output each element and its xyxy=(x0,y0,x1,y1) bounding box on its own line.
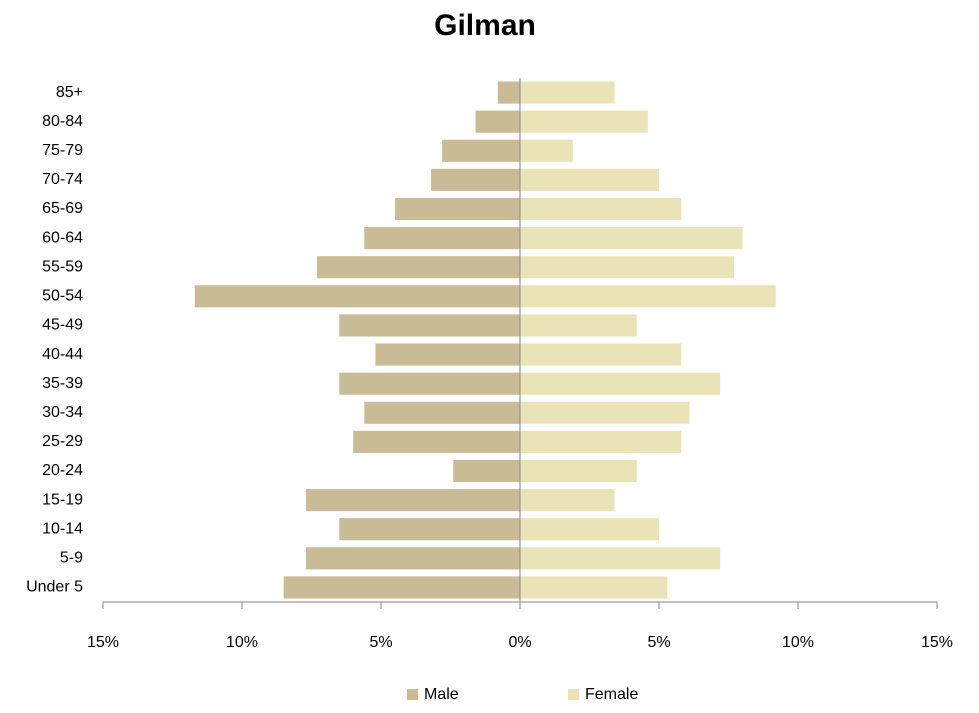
y-tick-label: 80-84 xyxy=(42,113,83,130)
y-tick-label: 75-79 xyxy=(42,142,83,159)
y-tick-label: 85+ xyxy=(56,84,83,101)
bar xyxy=(305,547,520,570)
y-tick-label: 40-44 xyxy=(42,346,83,363)
bar xyxy=(520,110,648,133)
bar xyxy=(317,256,520,279)
y-tick-label: 65-69 xyxy=(42,200,83,217)
bar xyxy=(520,430,682,453)
bar xyxy=(520,401,690,424)
bar xyxy=(305,489,520,512)
y-tick-label: 25-29 xyxy=(42,433,83,450)
bar xyxy=(453,459,520,483)
bar xyxy=(339,372,520,395)
bar xyxy=(520,547,721,570)
bar xyxy=(520,314,637,337)
bar xyxy=(520,197,682,221)
y-tick-label: 45-49 xyxy=(42,317,83,334)
x-tick-label: 15% xyxy=(921,634,953,651)
bar xyxy=(520,168,659,191)
y-tick-label: 35-39 xyxy=(42,375,83,392)
x-tick-label: 5% xyxy=(369,634,392,651)
bar xyxy=(520,256,735,279)
bar xyxy=(194,285,521,308)
bar xyxy=(497,81,520,104)
bar xyxy=(339,518,520,541)
x-tick-label: 15% xyxy=(87,634,119,651)
legend-label: Male xyxy=(424,686,459,703)
bar xyxy=(283,576,520,599)
bar xyxy=(475,110,520,133)
bar xyxy=(394,197,520,221)
bar xyxy=(339,314,520,337)
legend-label: Female xyxy=(585,686,638,703)
y-tick-label: 70-74 xyxy=(42,171,83,188)
bar xyxy=(520,139,573,162)
bar xyxy=(520,285,776,308)
bar xyxy=(364,401,520,424)
y-tick-label: 55-59 xyxy=(42,258,83,275)
y-tick-label: 60-64 xyxy=(42,229,83,246)
bar xyxy=(520,489,615,512)
bar xyxy=(442,139,520,162)
x-tick-label: 10% xyxy=(782,634,814,651)
bar xyxy=(431,168,520,191)
bar xyxy=(520,518,659,541)
y-tick-label: 5-9 xyxy=(60,550,83,567)
bar xyxy=(520,343,682,366)
legend-swatch xyxy=(568,689,579,700)
bar xyxy=(520,81,615,104)
bar xyxy=(364,227,520,250)
y-tick-label: Under 5 xyxy=(26,579,83,596)
y-tick-label: 20-24 xyxy=(42,462,83,479)
bar xyxy=(520,459,637,483)
y-tick-label: 10-14 xyxy=(42,520,83,537)
bar xyxy=(520,227,743,250)
chart-title: Gilman xyxy=(434,9,536,42)
y-tick-label: 50-54 xyxy=(42,288,83,305)
x-tick-label: 10% xyxy=(226,634,258,651)
bar xyxy=(375,343,520,366)
bar xyxy=(520,372,721,395)
bar xyxy=(520,576,668,599)
x-tick-label: 5% xyxy=(647,634,670,651)
legend-swatch xyxy=(407,689,418,700)
x-tick-label: 0% xyxy=(508,634,531,651)
y-tick-label: 30-34 xyxy=(42,404,83,421)
y-tick-label: 15-19 xyxy=(42,491,83,508)
bar xyxy=(353,430,520,453)
